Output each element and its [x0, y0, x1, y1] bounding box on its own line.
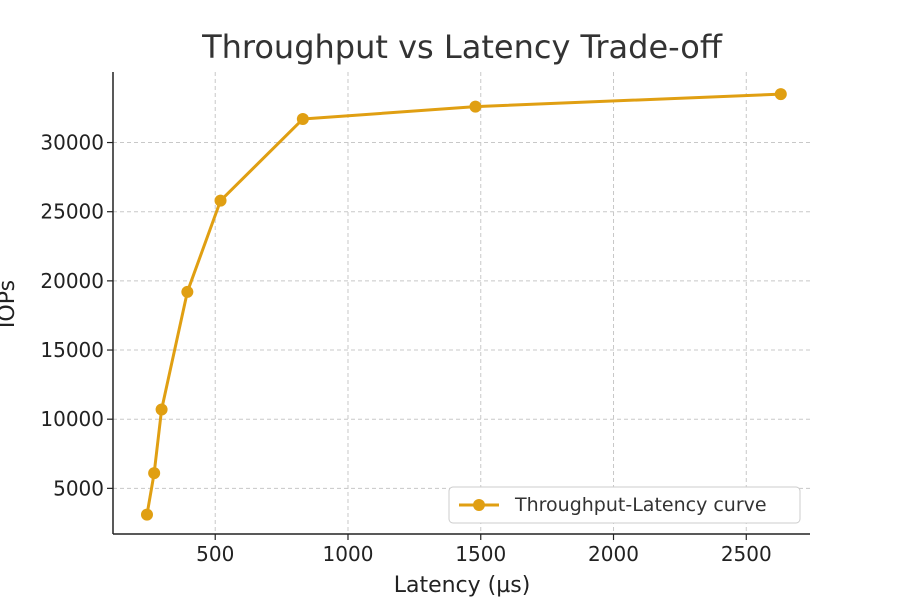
x-tick-label: 500 — [196, 542, 234, 566]
y-axis-label: IOPs — [0, 280, 20, 328]
data-point — [140, 508, 153, 521]
x-tick-label: 1500 — [455, 542, 506, 566]
axes — [112, 72, 810, 535]
data-point — [148, 467, 161, 480]
data-point — [296, 113, 309, 126]
legend: Throughput-Latency curve — [448, 486, 801, 524]
legend-box — [448, 486, 801, 524]
legend-marker — [473, 499, 485, 511]
x-tick-label: 2500 — [721, 542, 772, 566]
y-ticks: 5000 10000 15000 20000 25000 30000 — [40, 131, 113, 500]
data-point — [214, 194, 227, 207]
y-tick-label: 25000 — [40, 200, 104, 224]
y-tick-label: 5000 — [53, 476, 104, 500]
series-line — [145, 92, 781, 515]
chart-title: Throughput vs Latency Trade-off — [201, 28, 723, 66]
x-tick-label: 1000 — [323, 542, 374, 566]
legend-label: Throughput-Latency curve — [514, 494, 767, 516]
x-ticks: 500 1000 1500 2000 2500 — [196, 534, 772, 566]
x-tick-label: 2000 — [588, 542, 639, 566]
data-point — [155, 403, 168, 416]
x-axis-label: Latency (µs) — [394, 573, 531, 598]
data-point — [469, 100, 482, 113]
y-tick-label: 10000 — [40, 407, 104, 431]
y-tick-label: 15000 — [40, 338, 104, 362]
y-tick-label: 30000 — [40, 131, 104, 155]
series-group — [140, 88, 787, 521]
grid — [113, 72, 810, 534]
data-point — [774, 88, 787, 101]
data-point — [181, 285, 194, 298]
y-tick-label: 20000 — [40, 269, 104, 293]
